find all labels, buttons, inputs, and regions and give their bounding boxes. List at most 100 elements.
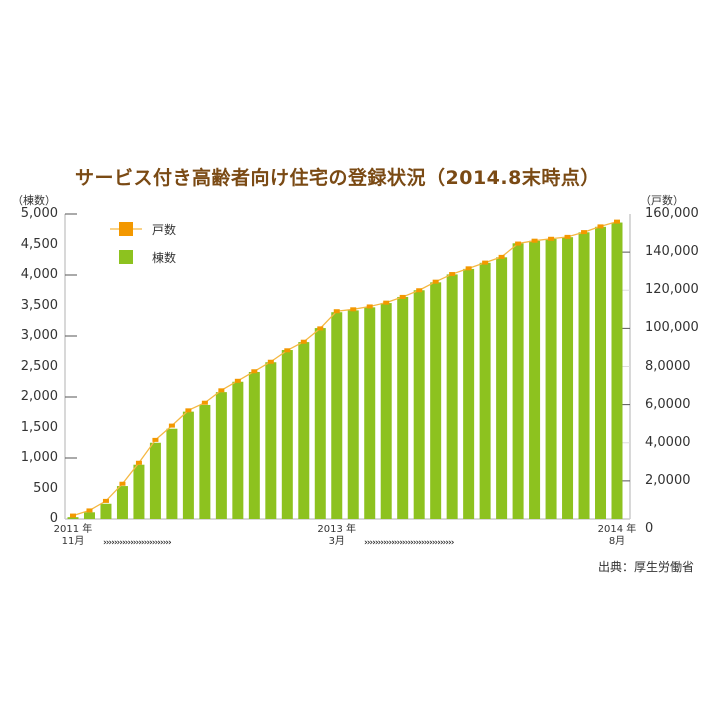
source-note: 出典：厚生労働省 [598,560,695,574]
line-marker [531,238,538,243]
bar-buildings [281,350,293,519]
left-axis-unit: （棟数） [12,194,56,207]
line-marker [581,230,588,235]
right-tick-label: 160,000 [645,206,699,221]
bar-buildings [347,310,359,519]
legend-square-icon-buildings [119,250,133,264]
line-households [72,221,618,517]
bar-buildings [149,442,161,519]
right-tick-label: 140,000 [645,244,699,260]
right-tick-label: 120,000 [645,282,699,298]
left-tick-label: 2,500 [20,358,58,374]
bar-buildings [331,312,343,519]
line-marker [515,241,522,246]
legend-label-households: 戸数 [152,223,177,237]
chart-title: サービス付き高齢者向け住宅の登録状況（2014.8末時点） [75,167,600,189]
line-marker [465,266,472,271]
line-marker [366,304,373,309]
line-marker [399,294,406,299]
line-marker [498,254,505,259]
bar-buildings [248,371,260,519]
left-tick-label: 3,000 [20,328,58,343]
bar-buildings [364,307,376,519]
bar-buildings [314,328,326,519]
bar-buildings [512,243,524,519]
line-marker [350,307,357,312]
bar-buildings [463,268,475,519]
bar-buildings [611,222,623,520]
line-marker [383,300,390,305]
bar-buildings [116,486,128,519]
bar-buildings [215,392,227,519]
x-axis-label: 2013 年 3月 [317,524,357,547]
line-marker [284,348,291,353]
bar-buildings [430,282,442,519]
line-marker [597,224,604,229]
right-tick-label: 2,0000 [645,472,691,488]
line-marker [152,437,159,442]
line-marker [449,272,456,277]
line-marker [70,513,76,518]
left-tick-label: 0 [49,511,58,526]
line-marker [333,309,340,314]
bar-buildings [100,503,112,519]
line-marker [201,400,208,405]
line-marker [614,219,620,224]
left-tick-label: 2,000 [20,389,58,404]
bar-buildings [529,240,541,519]
bar-buildings [545,239,557,519]
bar-buildings [595,226,607,519]
x-axis-arrows-right: ››››››››››››››››››››››››››››››››› [364,538,454,548]
bar-buildings [232,381,244,519]
bar-buildings [562,237,574,519]
line-marker [218,388,225,393]
bar-buildings [397,296,409,519]
line-marker [548,236,555,241]
bar-buildings [67,517,79,519]
bar-buildings [578,232,590,520]
bar-buildings [83,512,95,519]
bar-buildings [199,404,211,519]
bar-buildings [479,262,491,519]
line-marker [267,359,274,364]
line-marker [102,498,109,503]
bar-buildings [298,342,310,519]
line-marker [416,288,423,293]
right-tick-label: 0 [645,521,654,536]
bar-buildings [265,362,277,519]
right-tick-label: 100,000 [645,320,699,336]
line-marker [432,279,439,284]
line-marker [135,460,142,465]
legend-label-buildings: 棟数 [152,251,177,265]
line-marker [86,508,93,513]
right-tick-label: 6,0000 [645,396,691,412]
line-marker [234,378,241,383]
bar-buildings [446,274,458,519]
line-marker [300,339,307,344]
line-marker [482,260,489,265]
legend-square-icon-households [119,222,133,236]
right-tick-label: 8,0000 [645,358,691,374]
x-axis-label: 2011 年 11月 [53,524,93,547]
bar-buildings [413,290,425,519]
line-marker [564,234,571,239]
x-axis-arrows-left: ››››››››››››››››››››››››› [103,538,172,548]
left-tick-label: 5,000 [20,206,58,221]
right-tick-label: 4,0000 [645,434,691,450]
line-marker [317,326,324,331]
bar-buildings [182,411,194,519]
line-marker [168,423,175,428]
left-tick-label: 3,500 [20,297,58,313]
right-axis-unit: （戸数） [640,194,684,207]
bar-buildings [496,257,508,519]
bar-buildings [166,428,178,519]
line-marker [251,369,258,374]
left-tick-label: 4,500 [20,236,58,252]
line-marker [119,481,126,486]
line-marker [185,408,192,413]
left-tick-label: 500 [33,480,58,496]
left-tick-label: 1,000 [20,450,58,465]
bar-buildings [133,464,145,519]
left-tick-label: 4,000 [20,267,58,282]
